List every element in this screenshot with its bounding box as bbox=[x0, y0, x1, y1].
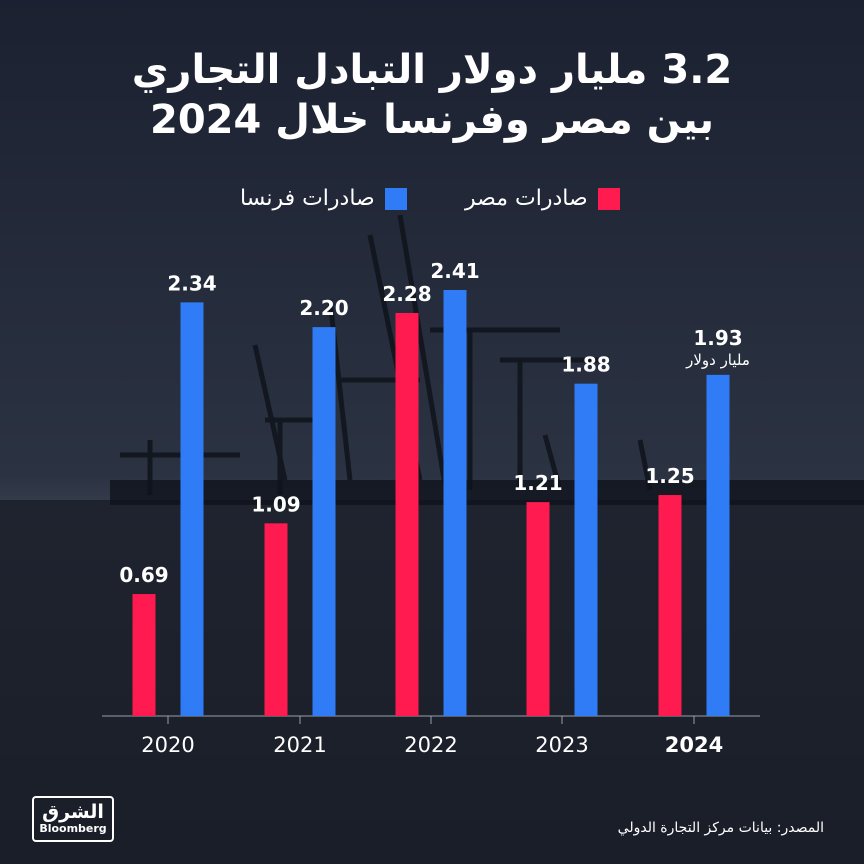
legend-swatch-france bbox=[384, 188, 407, 210]
value-label-egypt-2024: 1.25 bbox=[645, 464, 694, 488]
bar-france-2020 bbox=[180, 302, 204, 716]
asharq-bloomberg-logo: الشرق Bloomberg bbox=[32, 796, 114, 842]
chart-title-line-1: 3.2 مليار دولار التبادل التجاري bbox=[131, 47, 733, 93]
logo-arabic-text: الشرق bbox=[42, 800, 104, 823]
value-label-france-2023: 1.88 bbox=[561, 353, 610, 377]
legend-label-egypt: صادرات مصر bbox=[465, 186, 588, 211]
legend-item-france-exports: صادرات فرنسا bbox=[240, 185, 407, 213]
x-tick-label-2024: 2024 bbox=[665, 733, 723, 757]
x-tick-label-2023: 2023 bbox=[535, 733, 588, 757]
logo-english-text: Bloomberg bbox=[39, 821, 107, 835]
value-label-france-2022: 2.41 bbox=[430, 259, 479, 283]
legend-swatch-egypt bbox=[597, 188, 620, 210]
legend-item-egypt-exports: صادرات مصر bbox=[465, 185, 620, 213]
value-label-france-2021: 2.20 bbox=[299, 296, 348, 320]
bar-egypt-2021 bbox=[264, 523, 288, 716]
x-tick-label-2020: 2020 bbox=[141, 733, 194, 757]
value-label-egypt-2020: 0.69 bbox=[119, 563, 168, 587]
value-label-france-2024: 1.93 bbox=[693, 326, 742, 350]
bar-egypt-2023 bbox=[526, 502, 550, 716]
value-label-egypt-2023: 1.21 bbox=[513, 471, 562, 495]
x-tick-label-2022: 2022 bbox=[404, 733, 457, 757]
legend-label-france: صادرات فرنسا bbox=[240, 186, 375, 211]
bar-france-2022 bbox=[443, 290, 467, 716]
chart-title-line-2: بين مصر وفرنسا خلال 2024 bbox=[149, 97, 715, 143]
x-tick-label-2021: 2021 bbox=[273, 733, 326, 757]
bar-egypt-2022 bbox=[395, 312, 419, 716]
value-label-france-2020: 2.34 bbox=[167, 271, 216, 295]
value-label-egypt-2021: 1.09 bbox=[251, 492, 300, 516]
source-note: المصدر: بيانات مركز التجارة الدولي bbox=[617, 820, 824, 836]
bar-france-2021 bbox=[312, 327, 336, 716]
bar-egypt-2020 bbox=[132, 594, 156, 716]
bar-france-2023 bbox=[574, 383, 598, 716]
bar-egypt-2024 bbox=[658, 495, 682, 716]
unit-annotation: مليار دولار bbox=[685, 351, 750, 369]
bar-france-2024 bbox=[706, 374, 730, 716]
value-label-egypt-2022: 2.28 bbox=[382, 282, 431, 306]
